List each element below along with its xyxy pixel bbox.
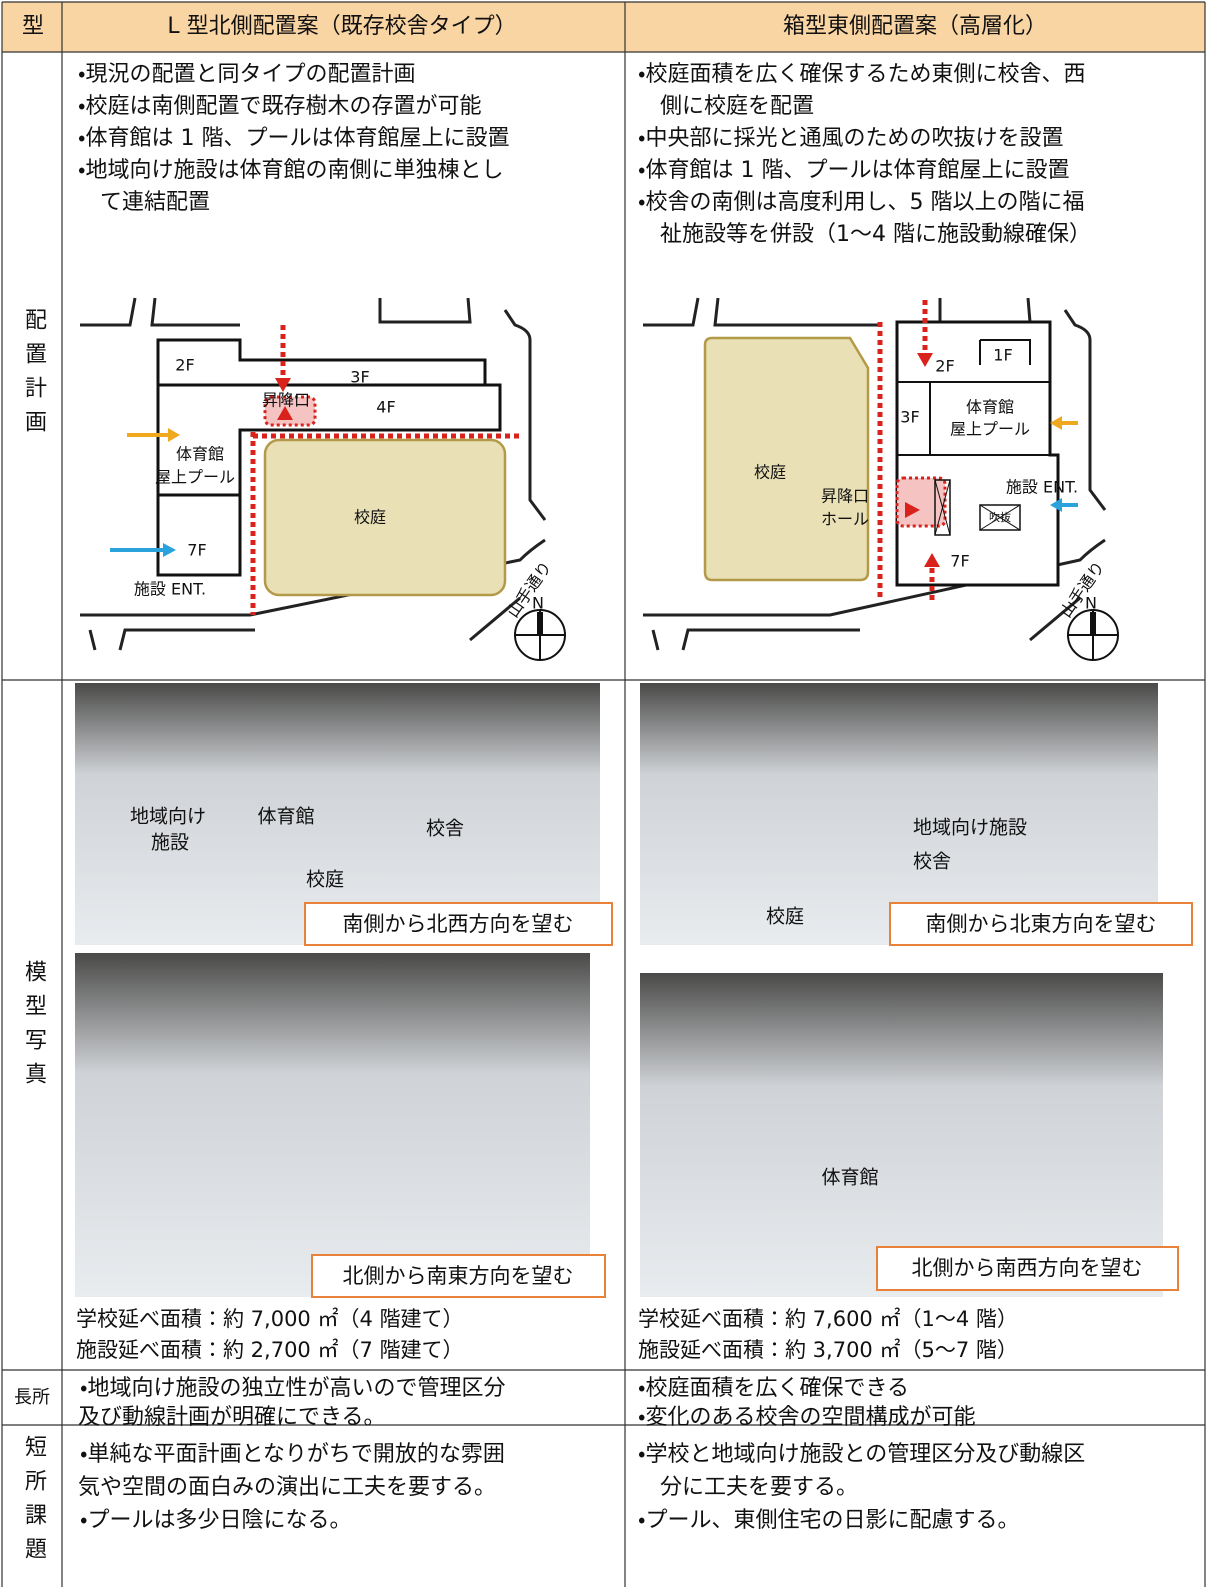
map-label: 3F [350,368,369,387]
header-cell: 型 [22,14,44,39]
area-line: 施設延べ面積：約 3,700 ㎡（5〜7 階） [638,1338,1018,1362]
area-line: 学校延べ面積：約 7,000 ㎡（4 階建て） [76,1307,464,1331]
map-label: 7F [950,552,969,571]
text-line: ・地域向け施設は体育館の南側に単独棟とし [78,158,503,183]
text-line: ・地域向け施設の独立性が高いので管理区分 [80,1376,505,1401]
map-label: 2F [935,357,954,376]
map-label: 体育館 [966,398,1014,417]
map-label: 施設 ENT. [1006,478,1078,497]
map-label: 昇降口 [821,487,869,506]
photo-label: 施設 [151,832,189,854]
photo-caption: 南側から北東方向を望む [926,912,1157,936]
photo-label: 地域向け施設 [913,817,1027,839]
text-line: ・校舎の南側は高度利用し、5 階以上の階に福 [638,190,1084,215]
text-line: ・プールは多少日陰になる。 [80,1508,351,1533]
row-label: 模型写真 [21,960,47,1096]
map-label: 校庭 [354,508,386,527]
text-line: ・体育館は 1 階、プールは体育館屋上に設置 [78,126,509,151]
text-line: ・現況の配置と同タイプの配置計画 [78,62,415,87]
text-line: 気や空間の面白みの演出に工夫を要する。 [78,1475,496,1500]
map-label: ホール [821,510,869,529]
row-label: 短所課題 [21,1435,47,1571]
photo-label: 体育館 [821,1167,878,1189]
header-cell: 箱型東側配置案（高層化） [783,14,1047,39]
header-bg [2,2,1205,52]
photo-label: 校舎 [426,818,464,840]
text-line: 祉施設等を併設（1〜4 階に施設動線確保） [660,222,1091,247]
area-line: 施設延べ面積：約 2,700 ㎡（7 階建て） [76,1338,464,1362]
map-label: 施設 ENT. [134,580,206,599]
photo-label: 地域向け [130,806,206,828]
text-line: ・中央部に採光と通風のための吹抜けを設置 [638,126,1063,151]
header-cell: L 型北側配置案（既存校舎タイプ） [167,14,516,39]
text-line: ・単純な平面計画となりがちで開放的な雰囲 [80,1442,505,1467]
map-label: 1F [993,346,1012,365]
map-label: N [1085,594,1097,613]
map-label: 3F [900,408,919,427]
map-label: 昇降口 [262,391,310,410]
map-label: 吹抜 [989,510,1011,524]
map-label: 校庭 [754,463,786,482]
text-line: ・校庭面積を広く確保するため東側に校舎、西 [638,62,1085,87]
photo-label: 校庭 [306,869,344,891]
map-label: 2F [175,356,194,375]
row-label: 配置計画 [21,308,47,444]
text-line: 側に校庭を配置 [660,94,814,119]
map-label: 4F [376,398,395,417]
photo-caption: 南側から北西方向を望む [343,912,574,936]
map-label: 体育館 [176,445,224,464]
map-label: 屋上プール [950,420,1030,439]
text-line: 分に工夫を要する。 [660,1475,858,1500]
photo-label: 体育館 [257,806,314,828]
model-photos [75,683,1193,1298]
area-line: 学校延べ面積：約 7,600 ㎡（1〜4 階） [638,1307,1018,1331]
photo-caption: 北側から南東方向を望む [343,1264,574,1288]
row-label: 長所 [14,1387,50,1408]
map-label: 屋上プール [155,468,235,487]
text-line: ・校庭面積を広く確保できる [638,1376,909,1401]
map-label: 7F [187,541,206,560]
text-line: ・体育館は 1 階、プールは体育館屋上に設置 [638,158,1069,183]
text-line: ・学校と地域向け施設との管理区分及び動線区 [638,1442,1085,1467]
site-plan-a [80,297,566,661]
text-line: 及び動線計画が明確にできる。 [78,1405,386,1430]
map-label: N [532,594,544,613]
text-line: ・プール、東側住宅の日影に配慮する。 [638,1508,1019,1533]
photo-label: 校庭 [766,906,804,928]
photo-caption: 北側から南西方向を望む [912,1256,1143,1280]
text-line: ・校庭は南側配置で既存樹木の存置が可能 [78,94,481,119]
text-line: ・変化のある校舎の空間構成が可能 [638,1405,975,1430]
site-plan-b [643,297,1119,661]
text-line: て連結配置 [100,190,210,215]
photo-label: 校舎 [913,851,951,873]
